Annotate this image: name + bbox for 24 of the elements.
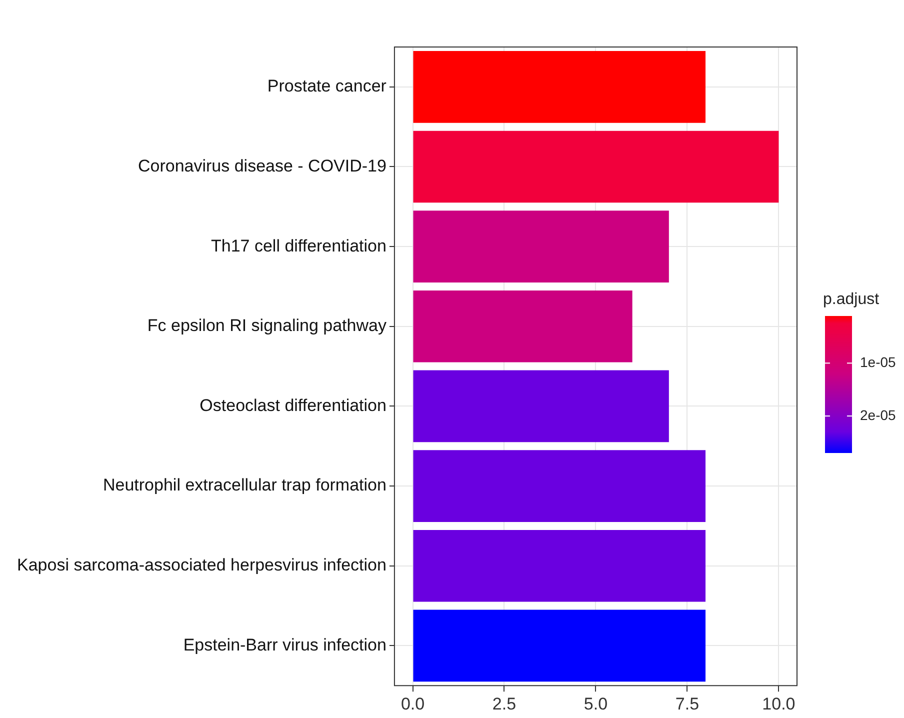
y-tick-label: Epstein-Barr virus infection	[183, 635, 386, 654]
bar	[413, 290, 632, 362]
bar	[413, 210, 669, 282]
bar	[413, 370, 669, 442]
y-tick-label: Coronavirus disease - COVID-19	[138, 156, 386, 176]
bar	[413, 50, 706, 123]
color-bar-label: 2e-05	[860, 406, 896, 423]
x-tick-label: 7.5	[675, 694, 700, 714]
y-tick-label: Neutrophil extracellular trap formation	[102, 476, 386, 495]
color-bar-title: p.adjust	[823, 291, 880, 308]
bar	[413, 130, 779, 203]
x-tick-label: 2.5	[492, 694, 516, 714]
x-tick-label: 10.0	[762, 694, 796, 714]
bar	[413, 450, 706, 522]
y-tick-label: Kaposi sarcoma-associated herpesvirus infection	[16, 556, 386, 575]
color-bar-label: 1e-05	[860, 354, 896, 370]
bar	[413, 530, 706, 602]
y-tick-label: Th17 cell differentiation	[210, 236, 386, 256]
y-tick-label: Prostate cancer	[267, 76, 387, 96]
y-tick-label: Osteoclast differentiation	[200, 396, 386, 415]
bar	[413, 610, 706, 682]
y-tick-label: Fc epsilon RI signaling pathway	[147, 316, 387, 336]
x-tick-label: 5.0	[584, 694, 608, 714]
x-tick-label: 0.0	[400, 694, 425, 714]
